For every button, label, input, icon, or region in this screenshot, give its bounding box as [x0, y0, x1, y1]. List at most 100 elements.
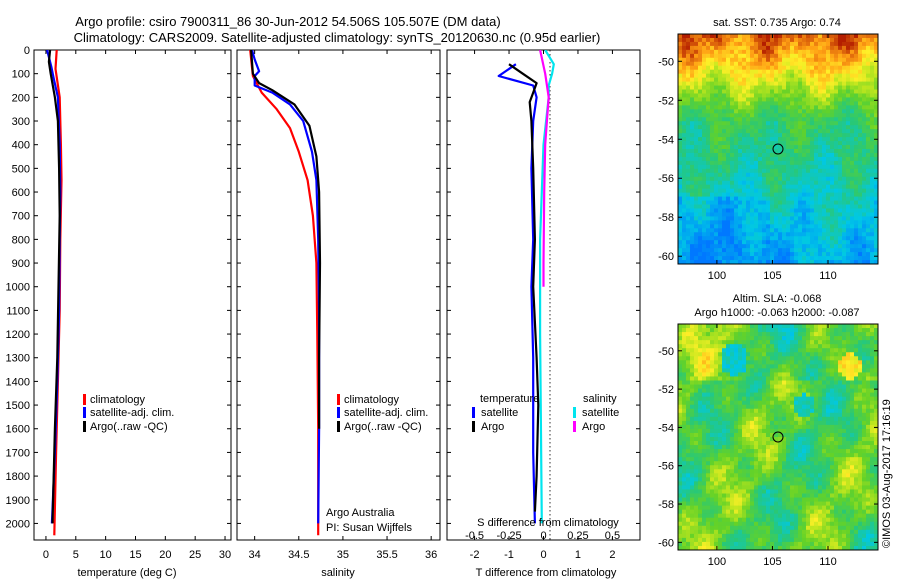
map-cell: [870, 252, 875, 257]
map-cell: [774, 204, 779, 209]
map-cell: [726, 168, 731, 174]
map-cell: [846, 200, 851, 205]
map-cell: [842, 408, 847, 414]
map-cell: [874, 332, 879, 337]
map-cell: [790, 196, 795, 201]
map-cell: [818, 260, 823, 265]
map-cell: [758, 340, 763, 345]
map-cell: [758, 117, 763, 122]
map-cell: [814, 260, 819, 265]
map-cell: [770, 360, 775, 365]
map-cell: [834, 149, 839, 154]
map-cell: [866, 101, 871, 106]
map-cell: [710, 432, 715, 438]
map-cell: [826, 232, 831, 237]
map-cell: [810, 396, 815, 402]
map-cell: [758, 461, 763, 466]
map-cell: [678, 441, 683, 446]
map-cell: [774, 141, 779, 146]
map-cell: [754, 256, 759, 261]
map-cell: [818, 168, 823, 174]
map-cell: [866, 152, 871, 158]
map-cell: [718, 416, 723, 422]
map-cell: [766, 364, 771, 369]
map-cell: [778, 200, 783, 205]
legend-swatch-s-satellite: [573, 407, 576, 418]
map-cell: [786, 453, 791, 458]
map-cell: [830, 388, 835, 394]
map-cell: [794, 336, 799, 341]
map-cell: [826, 388, 831, 394]
map-cell: [814, 188, 819, 194]
map-cell: [850, 34, 855, 39]
map-cell: [702, 85, 707, 90]
map-cell: [802, 332, 807, 337]
map-cell: [694, 152, 699, 158]
map-cell: [874, 445, 879, 450]
map-cell: [778, 400, 783, 406]
map-cell: [814, 65, 819, 71]
map-cell: [750, 184, 755, 190]
map-cell: [726, 461, 731, 466]
map-cell: [798, 93, 803, 98]
map-cell: [750, 152, 755, 158]
map-cell: [806, 445, 811, 450]
map-cell: [834, 77, 839, 82]
map-cell: [822, 228, 827, 233]
map-cell: [778, 77, 783, 82]
map-cell: [782, 53, 787, 59]
map-cell: [678, 372, 683, 377]
map-cell: [822, 465, 827, 470]
map-cell: [770, 89, 775, 94]
map-cell: [842, 428, 847, 434]
map-cell: [814, 380, 819, 385]
map-cell: [862, 176, 867, 182]
map-cell: [758, 121, 763, 126]
salinity-panel: 34 34.5 35 35.5 36 salinity climatology sate…: [236, 49, 441, 579]
map-cell: [838, 192, 843, 197]
map-cell: [846, 356, 851, 361]
map-cell: [762, 216, 767, 221]
map-cell: [862, 77, 867, 82]
map-cell: [774, 424, 779, 430]
map-cell: [834, 129, 839, 134]
map-cell: [682, 188, 687, 194]
map-cell: [766, 57, 771, 63]
map-cell: [722, 256, 727, 261]
map-cell: [686, 196, 691, 201]
map-cell: [874, 388, 879, 394]
map-cell: [722, 461, 727, 466]
map-cell: [758, 34, 763, 39]
map-cell: [810, 37, 815, 43]
map-cell: [818, 45, 823, 51]
map-cell: [802, 176, 807, 182]
map-cell: [702, 437, 707, 442]
map-cell: [826, 404, 831, 410]
map-cell: [818, 368, 823, 373]
map-cell: [738, 129, 743, 134]
map-cell: [826, 141, 831, 146]
map-cell: [682, 372, 687, 377]
map-cell: [822, 145, 827, 150]
map-cell: [822, 180, 827, 186]
map-cell: [690, 457, 695, 462]
map-cell: [802, 34, 807, 39]
map-cell: [814, 336, 819, 341]
map-cell: [810, 441, 815, 446]
map-cell: [818, 328, 823, 333]
map-cell: [802, 73, 807, 79]
x-tick-label: 15: [129, 549, 141, 561]
map-cell: [734, 332, 739, 337]
map-cell: [738, 224, 743, 229]
map-cell: [826, 172, 831, 178]
map-cell: [838, 428, 843, 434]
map-cell: [846, 256, 851, 261]
map-cell: [762, 404, 767, 410]
map-cell: [726, 408, 731, 414]
map-cell: [678, 129, 683, 134]
map-cell: [714, 232, 719, 237]
map-cell: [862, 113, 867, 118]
map-cell: [738, 125, 743, 130]
map-cell: [702, 164, 707, 170]
map-cell: [746, 53, 751, 59]
